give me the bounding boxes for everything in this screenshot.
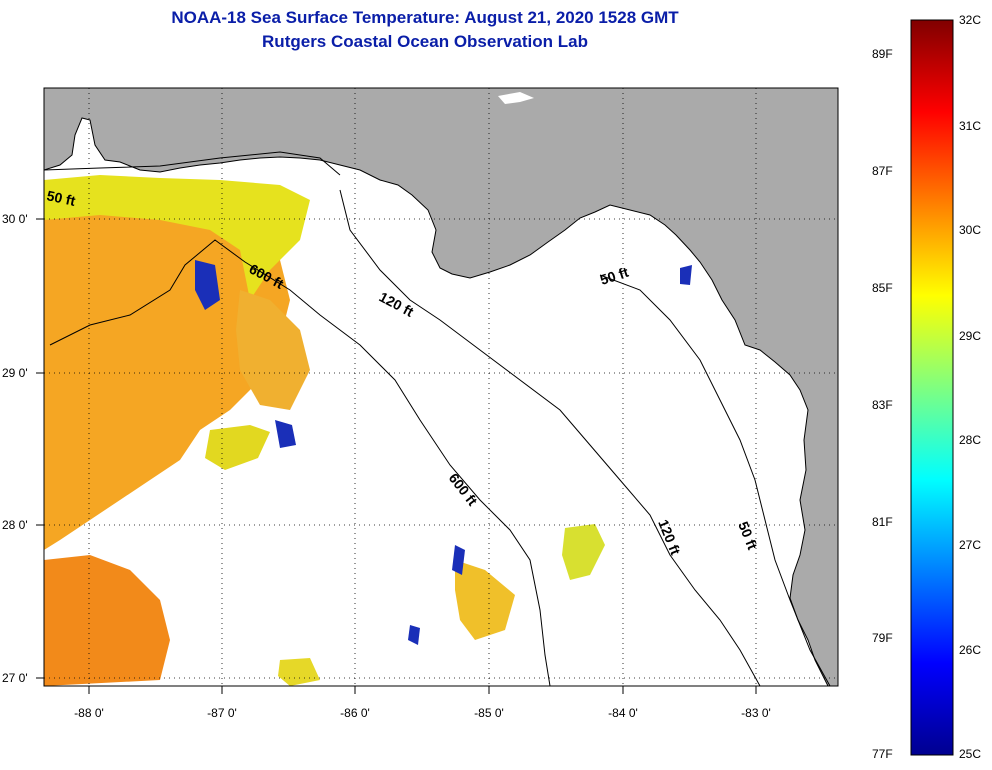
sst-patch-west-yellow	[44, 175, 310, 300]
cool-spot	[408, 625, 420, 645]
colorbar-c-label: 29C	[959, 329, 981, 343]
sst-patch-mid-yellow	[205, 425, 270, 470]
colorbar-c-label: 28C	[959, 433, 981, 447]
colorbar-c-label: 26C	[959, 643, 981, 657]
colorbar-c-label: 31C	[959, 119, 981, 133]
colorbar-f-label: 85F	[872, 281, 893, 295]
colorbar-f-label: 77F	[872, 747, 893, 761]
cool-spot	[680, 265, 692, 285]
sst-patch-south-1	[455, 560, 515, 640]
lon-label: -88 0'	[74, 706, 104, 720]
lake-patch	[498, 92, 534, 104]
lon-label: -86 0'	[340, 706, 370, 720]
colorbar-c-label: 30C	[959, 223, 981, 237]
lat-label: 28 0'	[2, 518, 28, 532]
map-subtitle: Rutgers Coastal Ocean Observation Lab	[262, 32, 588, 51]
sst-patch-west	[44, 190, 290, 550]
contour-600ft	[49, 239, 551, 686]
contour-120ft	[339, 189, 761, 686]
colorbar-f-label: 87F	[872, 164, 893, 178]
sst-patch-southwest	[44, 555, 170, 686]
lon-label: -84 0'	[608, 706, 638, 720]
lat-label: 27 0'	[2, 671, 28, 685]
colorbar	[910, 19, 954, 756]
colorbar-c-label: 27C	[959, 538, 981, 552]
cool-spot	[195, 260, 220, 310]
colorbar-f-label: 79F	[872, 631, 893, 645]
sst-patch-central	[236, 290, 310, 410]
cool-spot	[452, 545, 465, 575]
map-frame	[43, 87, 839, 687]
lon-label: -83 0'	[741, 706, 771, 720]
contour-label: 50 ft	[45, 187, 77, 209]
colorbar-c-label: 25C	[959, 747, 981, 761]
contour-50ft-west	[44, 151, 341, 176]
lat-label: 29 0'	[2, 366, 28, 380]
map-title: NOAA-18 Sea Surface Temperature: August …	[171, 8, 679, 27]
lon-label: -85 0'	[474, 706, 504, 720]
colorbar-f-label: 81F	[872, 515, 893, 529]
lon-label: -87 0'	[207, 706, 237, 720]
sst-patch-south-2	[562, 524, 605, 580]
colorbar-f-label: 83F	[872, 398, 893, 412]
contour-50ft-east	[599, 274, 831, 686]
cool-spot	[275, 420, 296, 448]
lat-label: 30 0'	[2, 212, 28, 226]
sst-patch-south-3	[278, 658, 320, 686]
colorbar-c-label: 32C	[959, 13, 981, 27]
land-mass	[44, 88, 838, 686]
colorbar-f-label: 89F	[872, 47, 893, 61]
